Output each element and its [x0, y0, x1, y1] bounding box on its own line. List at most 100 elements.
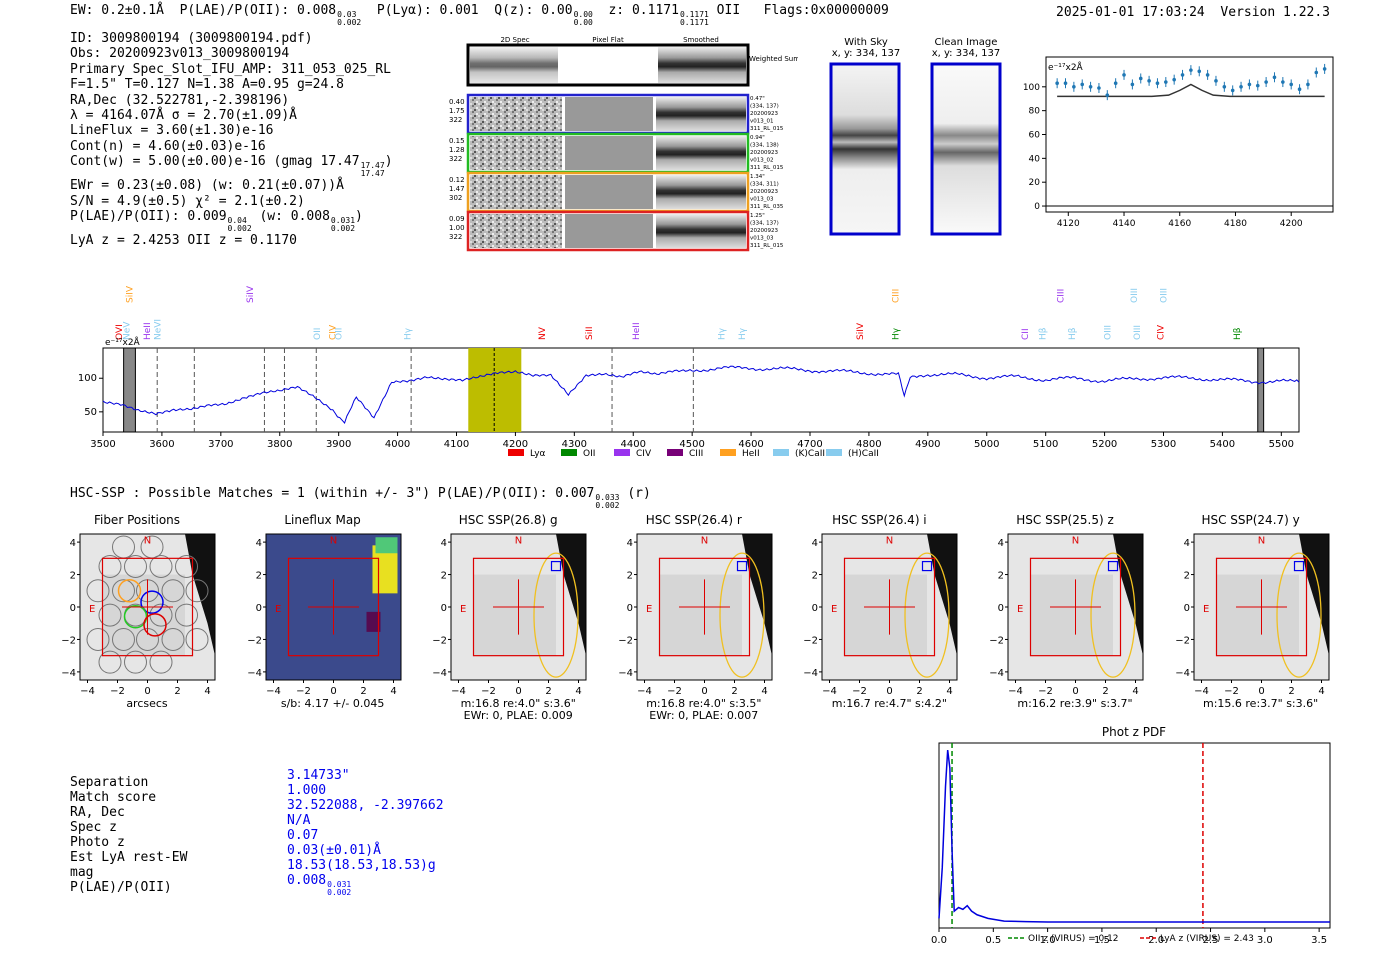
aperture-ellipse: [533, 552, 579, 678]
cutout-ytick: 4: [441, 538, 447, 549]
zoom-ytick-label: 20: [1029, 178, 1041, 188]
spectral-line-label: Hγ: [718, 327, 728, 340]
spectral-line-label: Hβ: [1039, 327, 1049, 340]
clean-image: [930, 62, 1002, 236]
cutout-image: N E −4 −4 −2 −2 0 0 2 2 4 4: [432, 533, 587, 697]
spectral-line-label: CIV: [329, 324, 339, 340]
full-xtick-label: 4300: [562, 439, 587, 450]
stamp-left-label: 322: [449, 233, 462, 241]
fiber-circle: [98, 603, 122, 627]
stamp-2d-spec: [470, 97, 562, 131]
fiber-circle: [149, 650, 173, 674]
spectral-line-label: NeVI: [154, 319, 164, 340]
zoom-data-point: [1239, 85, 1243, 89]
stamp-right-label: 20200923: [750, 228, 778, 234]
cutout-caption-line: m:16.8 re:4.0" s:3.6": [460, 697, 576, 710]
cutout-caption: m:16.7 re:4.7" s:4.2": [809, 698, 969, 710]
fiber-circle: [175, 554, 198, 578]
header-z-dn: 0.1171: [679, 18, 709, 27]
full-xticks: 3500 3600 3700 3800 3900 4000 4100 4200 4300 4400…: [90, 432, 1294, 450]
match-label-0: Separation: [70, 775, 149, 790]
cutout-xtick: 2: [917, 686, 923, 697]
full-xtick-label: 4700: [797, 439, 822, 450]
masked-region-right: [1257, 347, 1265, 433]
cutout-ytick: 4: [998, 538, 1004, 549]
cutout-smear: [1216, 574, 1299, 656]
search-box: [1029, 557, 1122, 657]
cutout-ytick: 2: [255, 571, 261, 582]
east-label: E: [646, 604, 652, 615]
cutout-xtick: 4: [576, 686, 582, 697]
cutout-ytick: 2: [1183, 571, 1189, 582]
stamp-2d-spec: [470, 136, 562, 170]
stamp-right-label: (334, 138): [750, 143, 779, 149]
cutout-ytick: −4: [61, 668, 76, 679]
legend-swatch: [773, 449, 789, 456]
aperture-ellipse: [1090, 552, 1136, 678]
zoom-data-point: [1281, 80, 1285, 84]
match-value-3: N/A: [287, 813, 311, 828]
legend-label: CIII: [689, 449, 703, 459]
zoom-data-point: [1272, 75, 1277, 80]
spectral-line-label: OII: [313, 328, 323, 340]
stamp-smoothed: [656, 214, 746, 248]
hsc-title-row: HSC-SSP : Possible Matches = 1 (within +…: [70, 486, 651, 510]
spectral-line-label: SiIV: [125, 285, 135, 303]
zoom-data-point: [1197, 69, 1202, 74]
north-label: N: [1257, 536, 1264, 547]
match-value-5: 0.03(±0.01)Å: [287, 843, 381, 858]
info-id: ID: 3009800194 (3009800194.pdf): [70, 31, 313, 46]
header-z: z: 0.1171: [608, 3, 679, 18]
search-box: [473, 557, 565, 657]
cutout-panel: HSC SSP(26.4) r N E −4 −4 −2 −2 0 0 2 2 4 4 m:16.8 re…: [604, 512, 784, 727]
cutout-xtick: 4: [947, 686, 953, 697]
zoom-data-point: [1105, 93, 1110, 97]
north-label: N: [515, 536, 522, 547]
cutout-ytick: −4: [1175, 668, 1190, 679]
info-plae-w-dn: 0.002: [330, 224, 356, 234]
match-value-7: 0.008: [287, 873, 327, 888]
spectral-line-label: Hβ: [1068, 327, 1078, 340]
full-xtick-label: 5000: [974, 439, 999, 450]
zoom-data-point: [1189, 68, 1193, 72]
header-version: Version 1.22.3: [1220, 5, 1330, 20]
match-value-1: 1.000: [287, 783, 327, 798]
zoom-data-point: [1322, 67, 1327, 71]
info-plae-w-end: ): [355, 209, 363, 225]
photz-xtick-label: 2.0: [1148, 935, 1164, 946]
cutout-ytick: 2: [441, 571, 447, 582]
zoom-data: [1046, 63, 1333, 207]
spectral-line-label: SiIV: [246, 285, 256, 303]
catalog-match-box: [551, 560, 562, 572]
with-sky-image: [829, 62, 901, 236]
full-ytick-label: 50: [84, 407, 97, 418]
cutout-smear: [659, 574, 742, 656]
stamp-right-label: v013_02: [750, 158, 774, 164]
legend-swatch: [561, 449, 577, 456]
cutout-xtick: −2: [110, 686, 125, 697]
catalog-match-box: [1293, 560, 1304, 572]
cutout-caption-line: EWr: 0, PLAE: 0.007: [649, 709, 759, 722]
cutout-title: HSC SSP(26.4) r: [645, 513, 742, 527]
cutout-title: HSC SSP(26.4) i: [832, 513, 927, 527]
photz-xtick-label: 0.0: [931, 935, 947, 946]
zoom-data-point: [1097, 86, 1101, 90]
zoom-data-point: [1080, 82, 1085, 87]
stamp-right-label: 311_RL_035: [750, 204, 784, 210]
info-lineflux: LineFlux = 3.60(±1.30)e-16: [70, 123, 274, 139]
cutout-xtick: 2: [1102, 686, 1108, 697]
cutout-ytick: −2: [989, 635, 1004, 646]
cutout-xtick: 4: [1132, 686, 1138, 697]
info-plae-up: 0.04: [227, 216, 247, 226]
fiber-circle: [86, 579, 110, 603]
zoom-data-point: [1138, 76, 1143, 81]
north-label: N: [144, 536, 151, 547]
stamp-right-label: 1.25": [750, 213, 765, 219]
stamp-right-label: 0.94": [750, 135, 765, 141]
match-label-3: Spec z: [70, 820, 117, 835]
cutout-xtick: −2: [853, 686, 868, 697]
cutout-ytick: −2: [1175, 635, 1190, 646]
cutout-caption-line: m:16.8 re:4.0" s:3.5": [646, 697, 762, 710]
zoom-data-point: [1255, 83, 1260, 88]
